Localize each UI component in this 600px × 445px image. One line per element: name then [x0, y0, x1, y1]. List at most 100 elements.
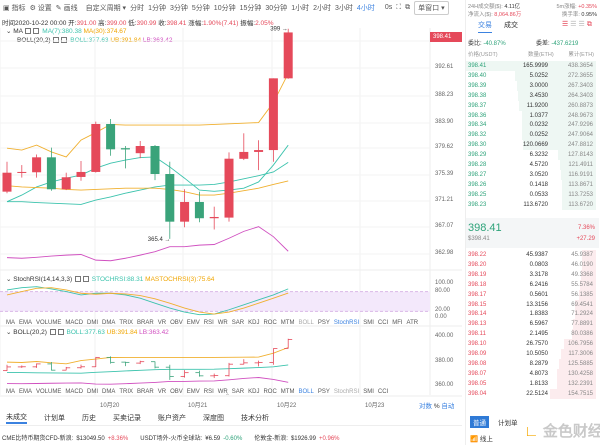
tab-deals[interactable]: 成交	[504, 22, 518, 29]
indicator-tab[interactable]: VR	[157, 320, 167, 326]
draw-button[interactable]: ✎ 画线	[55, 4, 78, 12]
bid-row[interactable]: 398.05 1.8133 132.2391	[466, 378, 596, 389]
indicator-tab[interactable]: ROC	[263, 389, 277, 395]
bid-row[interactable]: 398.08 8.2879 125.5885	[466, 358, 596, 369]
indicator-tab[interactable]: BRAR	[137, 389, 154, 395]
period-tab[interactable]: 30分钟	[265, 4, 288, 12]
layout-icons[interactable]: ☰☰☰⧉	[562, 21, 594, 28]
bottom-tab[interactable]: 未成交	[6, 412, 27, 424]
indicator-tab[interactable]: SMI	[363, 389, 374, 395]
indicator-tab[interactable]: MTM	[280, 320, 295, 326]
indicator-tab[interactable]: PSY	[317, 320, 330, 326]
period-tab[interactable]: 2小时	[313, 4, 331, 12]
indicator-tab[interactable]: MTM	[280, 389, 295, 395]
indicator-tab[interactable]: MFI	[392, 320, 403, 326]
custom-period-dropdown[interactable]: 自定义周期 ▾	[85, 4, 127, 12]
ask-row[interactable]: 398.36 1.0377 248.9673	[466, 110, 596, 121]
close-icon[interactable]	[61, 37, 68, 44]
indicator-tab[interactable]: DMA	[102, 320, 116, 326]
period-tab[interactable]: 10分钟	[213, 4, 236, 12]
collapse-icon[interactable]: ⌄	[6, 28, 12, 35]
period-tab[interactable]: 4小时	[356, 4, 375, 12]
ask-row[interactable]: 398.26 0.1418 113.8671	[466, 179, 596, 190]
bottom-tab[interactable]: 账户资产	[158, 414, 186, 422]
indicator-tab[interactable]: MA	[6, 389, 15, 395]
ask-row[interactable]: 398.41 165.9999 438.3654	[466, 61, 596, 71]
indicator-tab[interactable]: ATR	[406, 320, 419, 326]
indicator-tab[interactable]: WR	[217, 320, 228, 326]
indicator-tab[interactable]: BRAR	[137, 320, 154, 326]
ask-row[interactable]: 398.28 4.5720 121.4911	[466, 160, 596, 170]
ask-row[interactable]: 398.37 11.9200 260.8873	[466, 100, 596, 111]
ticker-item[interactable]: CME比特币期货CFD-新浪: $13049.50 +8.36%	[2, 433, 128, 442]
indicator-tab[interactable]: DMI	[87, 320, 99, 326]
indicator-tab[interactable]: StochRSI	[333, 389, 360, 395]
ask-row[interactable]: 398.25 0.0533 113.7253	[466, 189, 596, 200]
ask-row[interactable]: 398.38 3.4530 264.3403	[466, 90, 596, 101]
settings-icon[interactable]	[74, 276, 81, 283]
tab-trade[interactable]: 交易	[478, 20, 492, 33]
bid-row[interactable]: 398.10 26.7570 106.7956	[466, 339, 596, 350]
indicator-tab[interactable]: RSI	[203, 320, 214, 326]
ask-row[interactable]: 398.23 113.6720 113.6720	[466, 199, 596, 210]
indicator-tab[interactable]: StochRSI	[333, 320, 360, 326]
indicator-tab[interactable]: EMA	[19, 320, 33, 326]
log-scale-toggle[interactable]: 对数	[419, 403, 432, 410]
settings-icon[interactable]	[53, 37, 60, 44]
bid-row[interactable]: 398.07 4.8073 130.4258	[466, 368, 596, 379]
bid-row[interactable]: 398.20 0.0803 46.0190	[466, 259, 596, 270]
bottom-tab[interactable]: 历史	[82, 414, 96, 422]
ask-row[interactable]: 398.27 3.0520 116.9191	[466, 169, 596, 180]
period-tab[interactable]: 5分钟	[191, 4, 210, 12]
indicator-tab[interactable]: BOLL	[298, 389, 314, 395]
close-icon[interactable]	[33, 28, 40, 35]
chart-canvas[interactable]: 399 → 365.4 → ⌃	[0, 0, 462, 410]
indicator-tab[interactable]: EMV	[186, 389, 200, 395]
bid-row[interactable]: 398.04 22.5124 154.7515	[466, 388, 596, 399]
bid-row[interactable]: 398.09 10.5050 117.3006	[466, 349, 596, 359]
ask-row[interactable]: 398.39 3.0000 267.3403	[466, 80, 596, 91]
settings-button[interactable]: ⚙ 设置	[29, 4, 52, 12]
bid-row[interactable]: 398.14 1.8383 71.2924	[466, 309, 596, 320]
ticker-item[interactable]: USDT场外-火币全球站: ¥6.59 -0.60%	[140, 433, 242, 442]
close-icon[interactable]	[57, 329, 64, 336]
close-icon[interactable]	[82, 276, 89, 283]
bid-row[interactable]: 398.22 45.9387 45.9387	[466, 250, 596, 260]
period-tab[interactable]: 3分钟	[169, 4, 188, 12]
indicator-tab[interactable]: EMA	[19, 389, 33, 395]
indicator-tab[interactable]: TRIX	[119, 389, 134, 395]
bottom-tab[interactable]: 深度图	[203, 414, 224, 422]
indicator-tab[interactable]: BOLL	[298, 320, 314, 326]
period-tab[interactable]: 3小时	[335, 4, 353, 12]
indicator-tab[interactable]: MA	[6, 320, 15, 326]
popout-icon[interactable]: ⧉	[405, 3, 411, 11]
bid-row[interactable]: 398.13 6.5967 77.8891	[466, 319, 596, 330]
bid-row[interactable]: 398.18 6.2416 55.5784	[466, 279, 596, 290]
ask-row[interactable]: 398.34 0.0232 247.9296	[466, 120, 596, 131]
period-tab[interactable]: 15分钟	[239, 4, 262, 12]
indicator-tab[interactable]: VOLUME	[36, 389, 62, 395]
fullscreen-icon[interactable]: ⛶	[396, 3, 402, 11]
indicator-tab[interactable]: RSI	[203, 389, 214, 395]
percent-toggle[interactable]: %	[433, 403, 440, 410]
bid-row[interactable]: 398.17 0.5601 56.1385	[466, 289, 596, 300]
indicator-button[interactable]: ▣ 指标	[3, 4, 26, 12]
indicator-tab[interactable]: PSY	[317, 389, 330, 395]
ask-row[interactable]: 398.29 6.3232 127.8143	[466, 150, 596, 161]
period-tab[interactable]: 1分钟	[148, 4, 166, 12]
order-type-normal[interactable]: 普通	[470, 416, 489, 428]
indicator-tab[interactable]: OBV	[170, 320, 183, 326]
bid-row[interactable]: 398.15 13.3156 69.4541	[466, 299, 596, 310]
indicator-tab[interactable]: MACD	[65, 320, 84, 326]
indicator-tab[interactable]: DMA	[102, 389, 116, 395]
indicator-tab[interactable]: SAR	[231, 320, 245, 326]
indicator-tab[interactable]: SMI	[363, 320, 374, 326]
indicator-tab[interactable]: MACD	[65, 389, 84, 395]
ask-row[interactable]: 398.40 5.0252 272.3655	[466, 70, 596, 81]
indicator-tab[interactable]: TRIX	[119, 320, 134, 326]
bid-row[interactable]: 398.11 2.1495 80.0386	[466, 329, 596, 340]
indicator-tab[interactable]: KDJ	[248, 320, 260, 326]
indicator-tab[interactable]: CCI	[377, 320, 389, 326]
period-tab[interactable]: 1小时	[291, 4, 310, 12]
settings-icon[interactable]	[25, 28, 32, 35]
